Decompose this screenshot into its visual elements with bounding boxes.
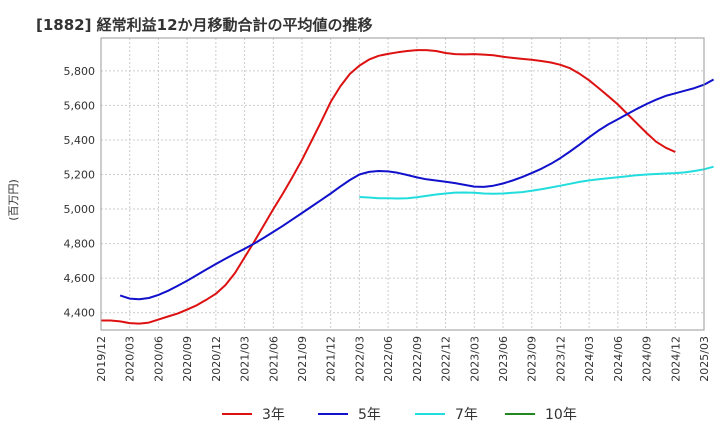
y-tick-label: 5,200	[64, 168, 96, 181]
y-tick-label: 4,600	[64, 272, 96, 285]
x-tick-label: 2023/03	[468, 336, 481, 382]
x-tick-label: 2025/03	[698, 336, 711, 382]
x-tick-label: 2022/09	[411, 336, 424, 382]
y-axis-label: (百万円)	[7, 179, 20, 221]
series-lines	[101, 49, 715, 325]
y-tick-label: 4,400	[64, 307, 96, 320]
series-line-5年	[119, 78, 715, 301]
legend: 3年 5年 7年 10年	[222, 407, 577, 423]
y-tick-label: 5,800	[64, 65, 96, 78]
y-tick-label: 5,400	[64, 134, 96, 147]
x-tick-label: 2022/03	[353, 336, 366, 382]
x-tick-label: 2024/12	[669, 336, 682, 382]
x-tick-label: 2020/12	[210, 336, 223, 382]
legend-label: 7年	[455, 407, 478, 423]
x-tick-label: 2023/06	[497, 336, 510, 382]
y-tick-label: 4,800	[64, 238, 96, 251]
legend-label: 5年	[358, 407, 381, 423]
x-tick-label: 2023/09	[526, 336, 539, 382]
x-tick-label: 2022/06	[382, 336, 395, 382]
x-tick-label: 2024/06	[612, 336, 625, 382]
x-tick-label: 2024/09	[641, 336, 654, 382]
x-tick-label: 2023/12	[554, 336, 567, 382]
x-tick-label: 2021/12	[325, 336, 338, 382]
x-tick-label: 2022/12	[440, 336, 453, 382]
series-line-7年	[359, 165, 714, 200]
x-tick-label: 2020/06	[152, 336, 165, 382]
grid	[100, 38, 705, 330]
legend-label: 10年	[545, 407, 577, 423]
x-tick-label: 2021/03	[239, 336, 252, 382]
x-tick-labels: 2019/12 2020/03 2020/06 2020/09 2020/12 2021/…	[95, 336, 711, 382]
x-tick-label: 2024/03	[583, 336, 596, 382]
x-tick-label: 2021/09	[296, 336, 309, 382]
x-tick-label: 2020/03	[124, 336, 137, 382]
y-tick-label: 5,000	[64, 203, 96, 216]
plot-frame	[100, 37, 705, 331]
y-tick-label: 5,600	[64, 99, 96, 112]
x-tick-label: 2020/09	[181, 336, 194, 382]
x-tick-label: 2019/12	[95, 336, 108, 382]
x-tick-label: 2021/06	[267, 336, 280, 382]
y-tick-labels: 4,400 4,600 4,800 5,000 5,200 5,400 5,600 5,800	[64, 65, 96, 320]
legend-label: 3年	[262, 407, 285, 423]
chart-title: [1882] 経常利益12か月移動合計の平均値の推移	[36, 16, 373, 34]
series-line-3年	[101, 49, 676, 325]
